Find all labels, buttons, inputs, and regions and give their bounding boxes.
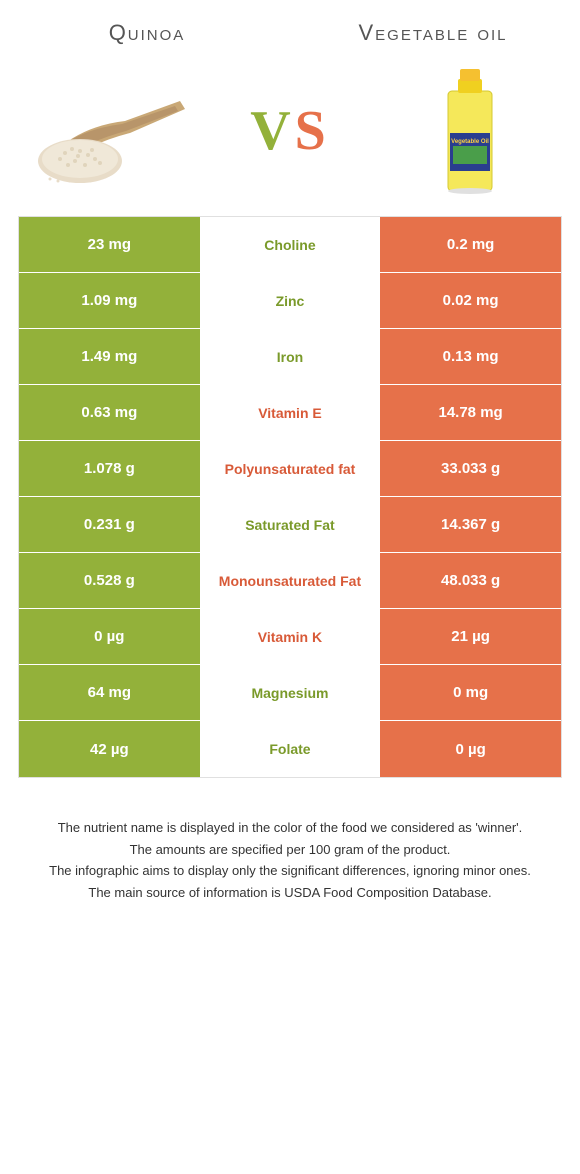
left-value: 0.528 g: [19, 553, 200, 608]
right-value: 48.033 g: [380, 553, 561, 608]
table-row: 23 mgCholine0.2 mg: [19, 217, 561, 273]
left-value: 23 mg: [19, 217, 200, 272]
left-value: 64 mg: [19, 665, 200, 720]
footnotes: The nutrient name is displayed in the co…: [0, 778, 580, 902]
table-row: 0.63 mgVitamin E14.78 mg: [19, 385, 561, 441]
table-row: 42 µgFolate0 µg: [19, 721, 561, 777]
right-food-title: Vegetable oil: [316, 20, 550, 46]
nutrient-name: Iron: [200, 329, 381, 384]
right-value: 0.02 mg: [380, 273, 561, 328]
footnote-line: The amounts are specified per 100 gram o…: [30, 840, 550, 860]
right-value: 0 mg: [380, 665, 561, 720]
right-value: 0.13 mg: [380, 329, 561, 384]
nutrient-name: Monounsaturated Fat: [200, 553, 381, 608]
nutrient-name: Folate: [200, 721, 381, 777]
table-row: 1.078 gPolyunsaturated fat33.033 g: [19, 441, 561, 497]
nutrient-name: Polyunsaturated fat: [200, 441, 381, 496]
right-value: 21 µg: [380, 609, 561, 664]
footnote-line: The main source of information is USDA F…: [30, 883, 550, 903]
vs-label: VS: [250, 99, 330, 163]
left-food-title: Quinoa: [30, 20, 264, 46]
nutrient-name: Vitamin K: [200, 609, 381, 664]
nutrient-name: Vitamin E: [200, 385, 381, 440]
left-value: 1.09 mg: [19, 273, 200, 328]
right-value: 0.2 mg: [380, 217, 561, 272]
nutrient-table: 23 mgCholine0.2 mg1.09 mgZinc0.02 mg1.49…: [18, 216, 562, 778]
right-value: 14.78 mg: [380, 385, 561, 440]
svg-text:Vegetable Oil: Vegetable Oil: [451, 139, 489, 145]
table-row: 1.49 mgIron0.13 mg: [19, 329, 561, 385]
footnote-line: The nutrient name is displayed in the co…: [30, 818, 550, 838]
quinoa-image: [30, 66, 190, 196]
table-row: 0.231 gSaturated Fat14.367 g: [19, 497, 561, 553]
nutrient-name: Magnesium: [200, 665, 381, 720]
right-value: 0 µg: [380, 721, 561, 777]
nutrient-name: Zinc: [200, 273, 381, 328]
left-value: 42 µg: [19, 721, 200, 777]
left-value: 1.078 g: [19, 441, 200, 496]
vegetable-oil-image: Vegetable Oil: [390, 66, 550, 196]
nutrient-name: Saturated Fat: [200, 497, 381, 552]
table-row: 64 mgMagnesium0 mg: [19, 665, 561, 721]
images-row: VS Vegetable Oil: [0, 56, 580, 216]
left-value: 1.49 mg: [19, 329, 200, 384]
footnote-line: The infographic aims to display only the…: [30, 861, 550, 881]
nutrient-name: Choline: [200, 217, 381, 272]
table-row: 0 µgVitamin K21 µg: [19, 609, 561, 665]
right-value: 14.367 g: [380, 497, 561, 552]
left-value: 0.231 g: [19, 497, 200, 552]
table-row: 1.09 mgZinc0.02 mg: [19, 273, 561, 329]
table-row: 0.528 gMonounsaturated Fat48.033 g: [19, 553, 561, 609]
left-value: 0 µg: [19, 609, 200, 664]
right-value: 33.033 g: [380, 441, 561, 496]
left-value: 0.63 mg: [19, 385, 200, 440]
header: Quinoa Vegetable oil: [0, 0, 580, 56]
